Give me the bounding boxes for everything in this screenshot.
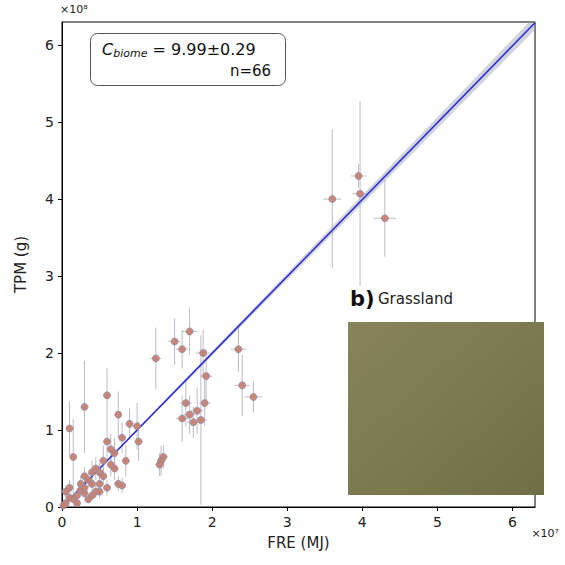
svg-text:3: 3 [283, 514, 292, 530]
svg-text:TPM (g): TPM (g) [12, 236, 30, 294]
svg-text:0: 0 [58, 514, 67, 530]
svg-text:5: 5 [433, 514, 442, 530]
svg-text:4: 4 [358, 514, 367, 530]
svg-text:1: 1 [133, 514, 142, 530]
svg-text:×10⁸: ×10⁸ [60, 3, 88, 16]
svg-text:2: 2 [45, 345, 54, 361]
svg-text:b): b) [350, 287, 375, 311]
svg-text:FRE (MJ): FRE (MJ) [267, 534, 329, 552]
svg-text:3: 3 [45, 268, 54, 284]
svg-text:6: 6 [45, 37, 54, 53]
svg-text:1: 1 [45, 422, 54, 438]
svg-text:C: C [102, 39, 114, 59]
svg-text:6: 6 [508, 514, 517, 530]
svg-text:biome: biome [113, 47, 147, 60]
svg-text:Grassland: Grassland [378, 290, 453, 308]
svg-text:2: 2 [208, 514, 217, 530]
svg-text:5: 5 [45, 114, 54, 130]
svg-text:×10⁷: ×10⁷ [531, 527, 559, 540]
svg-text:0: 0 [45, 499, 54, 515]
svg-text:n=66: n=66 [230, 62, 271, 80]
svg-text:= 9.99±0.29: = 9.99±0.29 [147, 40, 255, 59]
svg-text:4: 4 [45, 191, 54, 207]
